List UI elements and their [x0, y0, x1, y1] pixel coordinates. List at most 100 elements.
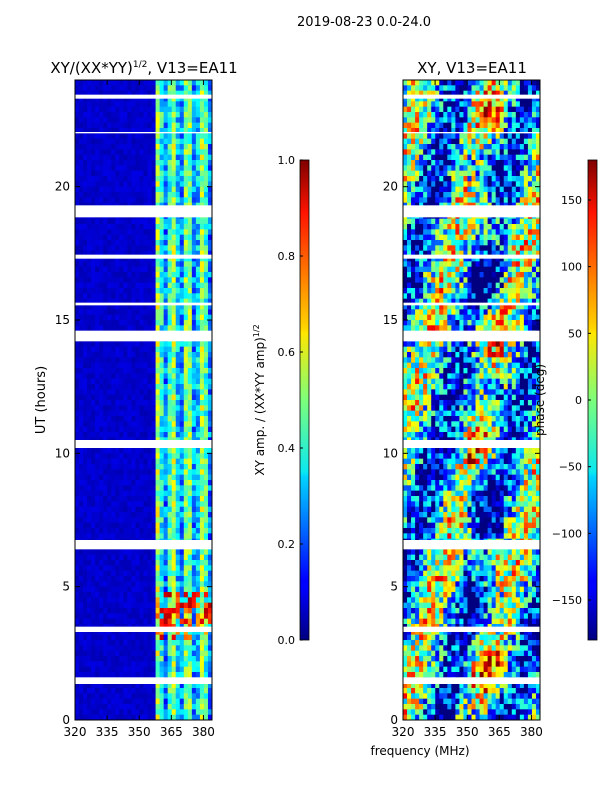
heatmap-cell: [151, 144, 156, 150]
heatmap-cell: [167, 165, 173, 172]
heatmap-cell: [195, 218, 201, 225]
heatmap-cell: [135, 458, 140, 465]
heatmap-cell: [155, 549, 161, 556]
heatmap-cell: [119, 96, 124, 102]
heatmap-cell: [175, 181, 181, 188]
heatmap-cell: [415, 197, 420, 204]
heatmap-cell: [491, 101, 497, 108]
heatmap-cell: [131, 106, 136, 113]
heatmap-cell: [75, 656, 80, 662]
heatmap-cell: [183, 672, 189, 678]
heatmap-cell: [75, 160, 80, 166]
heatmap-cell: [523, 170, 529, 177]
heatmap-cell: [103, 517, 108, 524]
heatmap-cell: [127, 405, 132, 412]
heatmap-cell: [79, 421, 84, 428]
heatmap-cell: [103, 90, 108, 97]
heatmap-cell: [143, 293, 148, 300]
heatmap-cell: [507, 85, 513, 92]
heatmap-cell: [483, 117, 489, 124]
heatmap-cell: [483, 80, 489, 86]
heatmap-cell: [115, 469, 120, 476]
heatmap-cell: [87, 501, 92, 508]
heatmap-cell: [187, 181, 193, 188]
heatmap-cell: [135, 629, 140, 636]
heatmap-cell: [159, 357, 165, 364]
heatmap-cell: [207, 512, 213, 518]
heatmap-cell: [143, 149, 148, 156]
heatmap-cell: [143, 432, 148, 438]
heatmap-cell: [87, 160, 92, 166]
heatmap-cell: [123, 560, 128, 566]
heatmap-cell: [151, 352, 156, 358]
heatmap-cell: [127, 325, 132, 332]
heatmap-cell: [195, 160, 201, 166]
heatmap-cell: [135, 288, 140, 294]
heatmap-cell: [155, 618, 161, 625]
heatmap-cell: [79, 608, 84, 614]
heatmap-cell: [195, 469, 201, 476]
heatmap-cell: [511, 106, 517, 113]
heatmap-cell: [75, 373, 80, 380]
heatmap-cell: [495, 138, 501, 145]
heatmap-cell: [159, 394, 165, 401]
heatmap-cell: [207, 565, 213, 572]
heatmap-cell: [151, 602, 156, 609]
heatmap-cell: [111, 682, 116, 689]
heatmap-cell: [203, 501, 209, 508]
heatmap-cell: [111, 378, 116, 385]
heatmap-cell: [499, 101, 505, 108]
heatmap-cell: [423, 112, 428, 118]
heatmap-cell: [203, 560, 209, 566]
heatmap-cell: [199, 245, 205, 252]
heatmap-cell: [207, 357, 213, 364]
heatmap-cell: [155, 106, 161, 113]
heatmap-cell: [427, 181, 432, 188]
heatmap-cell: [199, 240, 205, 246]
heatmap-cell: [83, 314, 88, 321]
heatmap-cell: [123, 592, 128, 598]
heatmap-cell: [103, 362, 108, 369]
heatmap-cell: [107, 490, 112, 497]
heatmap-cell: [207, 688, 213, 694]
heatmap-cell: [119, 714, 124, 721]
heatmap-cell: [163, 645, 169, 652]
heatmap-cell: [75, 485, 80, 492]
heatmap-cell: [155, 533, 161, 540]
heatmap-cell: [447, 165, 452, 172]
heatmap-cell: [407, 192, 412, 198]
heatmap-cell: [115, 709, 120, 716]
heatmap-cell: [139, 197, 144, 204]
heatmap-cell: [467, 192, 472, 198]
heatmap-cell: [111, 229, 116, 236]
heatmap-cell: [459, 165, 464, 172]
heatmap-cell: [199, 634, 205, 641]
heatmap-cell: [95, 218, 100, 225]
heatmap-cell: [75, 240, 80, 246]
heatmap-cell: [75, 405, 80, 412]
heatmap-cell: [443, 154, 448, 161]
heatmap-cell: [151, 506, 156, 513]
heatmap-cell: [535, 181, 541, 188]
heatmap-cell: [135, 346, 140, 353]
heatmap-cell: [103, 693, 108, 700]
heatmap-cell: [151, 672, 156, 678]
heatmap-cell: [75, 293, 80, 300]
heatmap-cell: [95, 394, 100, 401]
heatmap-cell: [151, 293, 156, 300]
heatmap-cell: [435, 170, 440, 177]
heatmap-cell: [119, 106, 124, 113]
heatmap-cell: [91, 261, 96, 268]
heatmap-cell: [527, 101, 533, 108]
heatmap-cell: [95, 656, 100, 662]
heatmap-cell: [139, 485, 144, 492]
heatmap-cell: [519, 85, 525, 92]
heatmap-cell: [95, 224, 100, 230]
heatmap-cell: [199, 352, 205, 358]
heatmap-cell: [75, 597, 80, 604]
heatmap-cell: [203, 277, 209, 284]
heatmap-cell: [159, 597, 165, 604]
heatmap-cell: [151, 234, 156, 241]
heatmap-cell: [139, 256, 144, 262]
heatmap-cell: [143, 549, 148, 556]
